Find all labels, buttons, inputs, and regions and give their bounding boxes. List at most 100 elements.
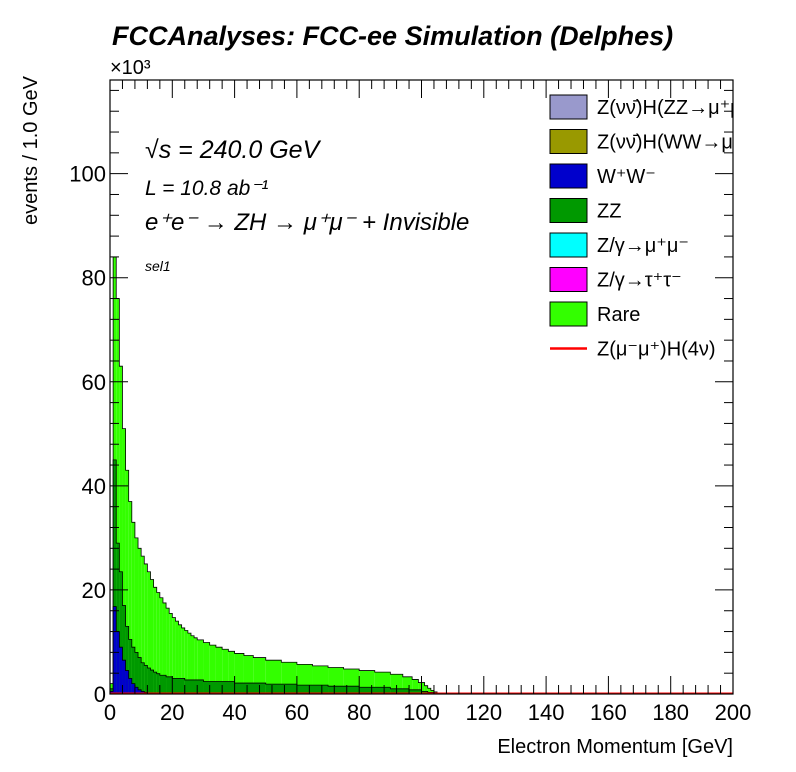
histogram-bar [234,683,266,694]
y-tick-label: 100 [69,162,106,187]
legend-label: Z(νν̄)H(ZZ→μ⁺μ⁻ν⁺ [597,97,773,119]
histogram-bar [122,428,126,694]
histogram-bar [181,627,185,694]
x-tick-label: 140 [528,700,565,725]
legend-entry: Z/γ→μ⁺μ⁻ [549,232,689,258]
histogram-bar [178,624,182,694]
histogram-bar [119,366,123,694]
histogram-bar [125,470,129,694]
histogram-bar [153,672,157,694]
histogram-bar [122,660,126,694]
y-tick-label: 40 [82,474,106,499]
histogram-bar [203,642,210,694]
x-tick-label: 120 [465,700,502,725]
y-axis-label: events / 1.0 GeV [20,75,42,225]
y-tick-label: 60 [82,370,106,395]
histogram-bar [184,679,204,694]
x-axis-label: Electron Momentum [GeV] [497,736,733,758]
histogram-bar [359,687,391,694]
x-tick-label: 20 [160,700,184,725]
histogram-bar [116,631,120,694]
histogram-bar [128,639,132,694]
histogram-bar [156,592,160,694]
histogram-bar [134,652,139,694]
x-tick-label: 0 [104,700,116,725]
chart-title: FCCAnalyses: FCC-ee Simulation (Delphes) [112,21,673,51]
histogram-bar [228,651,235,694]
legend-entry: Rare [549,301,640,327]
histogram-bar [234,653,244,694]
legend: Z(νν̄)H(ZZ→μ⁺μ⁻ν⁺ Z(νν̄)H(WW→μ⁺νμ W⁺W⁻ ZZ Z/… [549,94,773,361]
legend-label: Z(μ⁻μ⁺)H(4ν) [597,339,716,361]
x-tick-label: 180 [652,700,689,725]
histogram-bar [409,689,422,694]
histogram-bar [147,667,151,694]
y-tick-label: 0 [94,682,106,707]
legend-swatch [549,267,588,292]
y-tick-label: 80 [82,266,106,291]
histogram-bar [427,688,431,694]
histogram-bar [150,670,154,694]
histogram-bar [243,655,254,694]
histogram-bar [184,630,188,694]
histogram-bar [122,605,126,694]
histogram-bar [222,649,229,694]
tick-marks [109,80,734,695]
histogram-bar [215,647,223,694]
histogram-bar [169,613,173,694]
histogram-bar [402,676,413,694]
histogram-bar [172,617,176,694]
histogram-bar [138,548,142,694]
legend-swatch [549,301,588,327]
legend-label: Rare [597,304,640,326]
legend-label: Z/γ→μ⁺μ⁻ [597,235,689,257]
legend-label: Z(νν̄)H(WW→μ⁺νμ [597,132,765,154]
histogram-bar [138,689,142,694]
histogram-bar [119,647,123,694]
histogram-bar [296,685,329,694]
histogram-bar [113,459,117,694]
histogram-bar [159,597,163,694]
histogram-bar [197,639,204,694]
histogram-bar [131,647,135,694]
energy-annotation: √s = 240.0 GeV [145,136,322,164]
legend-entry: Z/γ→τ⁺τ⁻ [549,267,682,292]
histogram-bar [390,688,410,694]
histogram-bar [125,670,129,694]
histogram-bar [134,537,139,694]
legend-label: W⁺W⁻ [597,166,656,188]
legend-label: Z/γ→τ⁺τ⁻ [597,270,682,292]
histogram-bar [203,681,235,694]
histogram-bar [156,673,160,694]
histogram-bar [166,608,170,694]
histogram-bar [116,543,120,694]
histogram-bar [125,626,129,694]
histogram-layer [109,256,733,695]
legend-entry: Z(νν̄)H(ZZ→μ⁺μ⁻ν⁺ [549,94,773,120]
histogram-bar [153,587,157,694]
legend-entry: Z(νν̄)H(WW→μ⁺νμ [549,129,765,154]
legend-swatch [549,232,588,258]
legend-swatch [549,163,588,189]
legend-swatch [549,129,588,154]
histogram-bar [175,621,179,694]
histogram-bar [113,606,117,694]
histogram-bar [147,571,151,694]
histogram-bar [134,687,139,694]
histogram-bar [116,298,120,694]
legend-entry: ZZ [549,198,621,223]
histogram-outline [109,256,733,695]
histogram-bar [159,675,167,694]
process-annotation: e⁺e⁻ → ZH → μ⁺μ⁻ + Invisible [145,209,469,236]
x-tick-label: 160 [590,700,627,725]
histogram-bar [265,684,297,694]
histogram-bar [141,662,145,694]
x-tick-label: 80 [347,700,371,725]
histogram-bar [128,501,132,694]
histogram-bar [119,571,123,694]
histogram-bar [412,679,419,694]
histogram-bar [138,657,142,694]
histogram-bar [141,556,145,694]
x-tick-label: 100 [403,700,440,725]
